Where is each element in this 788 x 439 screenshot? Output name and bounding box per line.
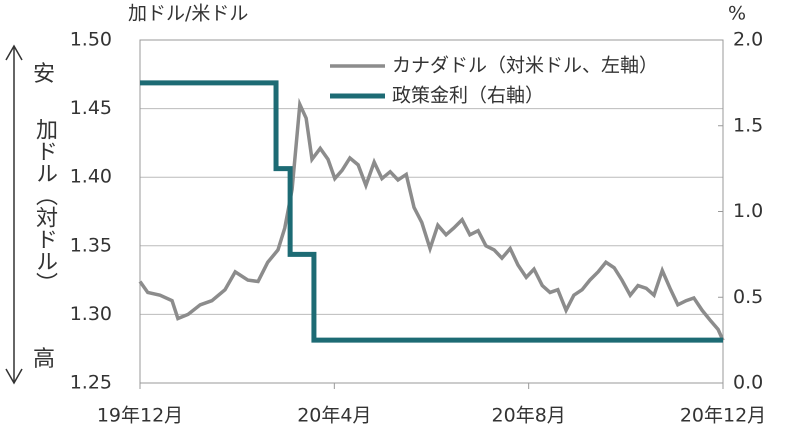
y2-tick-label: 1.5 [733, 114, 763, 136]
y2-tick-label: 0.5 [733, 286, 763, 308]
legend-label: 政策金利（右軸） [392, 85, 544, 107]
y2-tick-label: 2.0 [733, 29, 763, 51]
y-axis-label: 加ドル/米ドル [128, 3, 248, 25]
x-tick-label: 20年12月 [680, 405, 766, 427]
y-tick-label: 1.40 [70, 166, 112, 188]
y-tick-label: 1.30 [70, 303, 112, 325]
y-tick-label: 1.25 [70, 372, 112, 394]
x-tick-label: 20年8月 [492, 405, 566, 427]
x-tick-label: 20年4月 [297, 405, 371, 427]
plot-frame [139, 39, 724, 384]
x-tick-label: 19年12月 [97, 405, 183, 427]
legend-label: カナダドル（対米ドル、左軸） [392, 55, 658, 77]
y-tick-label: 1.45 [70, 97, 112, 119]
annotation: 加ドル（対ドル） [32, 118, 58, 294]
y2-tick-label: 1.0 [733, 200, 763, 222]
series-line [138, 97, 725, 342]
y-tick-label: 1.50 [70, 29, 112, 51]
y2-axis-label: % [728, 3, 746, 25]
annotation: 安 [33, 62, 55, 87]
series-line [140, 80, 723, 343]
direction-arrow [5, 44, 23, 385]
annotation: 高 [33, 347, 55, 372]
y2-tick-label: 0.0 [733, 372, 763, 394]
y-tick-label: 1.35 [70, 234, 112, 256]
